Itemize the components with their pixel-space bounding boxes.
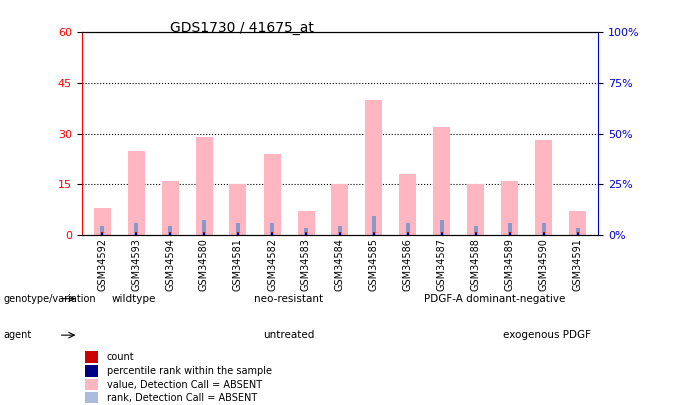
- Text: count: count: [107, 352, 135, 362]
- Text: untreated: untreated: [262, 330, 314, 340]
- Bar: [339, 232, 341, 235]
- Bar: [237, 232, 239, 235]
- Bar: [269, 223, 274, 235]
- Text: wildtype: wildtype: [111, 294, 156, 304]
- Bar: [271, 232, 273, 235]
- Bar: [339, 233, 341, 235]
- Bar: [203, 232, 205, 235]
- Bar: [101, 233, 103, 235]
- Bar: [405, 223, 410, 235]
- Bar: [86, 392, 98, 404]
- Bar: [101, 232, 103, 235]
- Bar: [365, 100, 382, 235]
- Bar: [501, 181, 518, 235]
- Bar: [399, 174, 416, 235]
- Bar: [535, 141, 552, 235]
- Bar: [203, 233, 205, 235]
- Bar: [169, 233, 171, 235]
- Bar: [507, 223, 512, 235]
- Bar: [162, 181, 178, 235]
- Bar: [303, 228, 308, 235]
- Bar: [407, 233, 409, 235]
- Bar: [237, 233, 239, 235]
- Bar: [473, 226, 478, 235]
- Bar: [373, 232, 375, 235]
- Bar: [373, 233, 375, 235]
- Bar: [509, 233, 511, 235]
- Bar: [509, 232, 511, 235]
- Bar: [235, 223, 240, 235]
- Bar: [128, 151, 144, 235]
- Bar: [201, 220, 207, 235]
- Text: agent: agent: [3, 330, 32, 340]
- Bar: [441, 233, 443, 235]
- Bar: [305, 232, 307, 235]
- Bar: [305, 233, 307, 235]
- Bar: [337, 226, 342, 235]
- Bar: [196, 137, 212, 235]
- Bar: [264, 154, 280, 235]
- Text: PDGF-A dominant-negative: PDGF-A dominant-negative: [424, 294, 566, 304]
- Text: genotype/variation: genotype/variation: [3, 294, 96, 304]
- Bar: [271, 233, 273, 235]
- Bar: [133, 223, 139, 235]
- Text: neo-resistant: neo-resistant: [254, 294, 323, 304]
- Bar: [541, 223, 546, 235]
- Bar: [99, 226, 105, 235]
- Bar: [169, 232, 171, 235]
- Bar: [543, 233, 545, 235]
- Bar: [298, 211, 314, 235]
- Bar: [331, 184, 348, 235]
- Bar: [577, 233, 579, 235]
- Bar: [441, 232, 443, 235]
- Bar: [86, 352, 98, 363]
- Bar: [475, 232, 477, 235]
- Bar: [229, 184, 246, 235]
- Bar: [135, 233, 137, 235]
- Bar: [371, 216, 376, 235]
- Text: rank, Detection Call = ABSENT: rank, Detection Call = ABSENT: [107, 393, 257, 403]
- Bar: [86, 379, 98, 390]
- Text: exogenous PDGF: exogenous PDGF: [503, 330, 591, 340]
- Bar: [575, 228, 580, 235]
- Bar: [86, 365, 98, 377]
- Bar: [167, 226, 173, 235]
- Bar: [475, 233, 477, 235]
- Bar: [467, 184, 484, 235]
- Bar: [569, 211, 586, 235]
- Text: value, Detection Call = ABSENT: value, Detection Call = ABSENT: [107, 379, 262, 390]
- Bar: [434, 127, 450, 235]
- Bar: [135, 232, 137, 235]
- Bar: [439, 220, 444, 235]
- Bar: [407, 232, 409, 235]
- Text: percentile rank within the sample: percentile rank within the sample: [107, 366, 272, 376]
- Bar: [94, 208, 110, 235]
- Bar: [577, 232, 579, 235]
- Bar: [543, 232, 545, 235]
- Text: GDS1730 / 41675_at: GDS1730 / 41675_at: [170, 21, 314, 35]
